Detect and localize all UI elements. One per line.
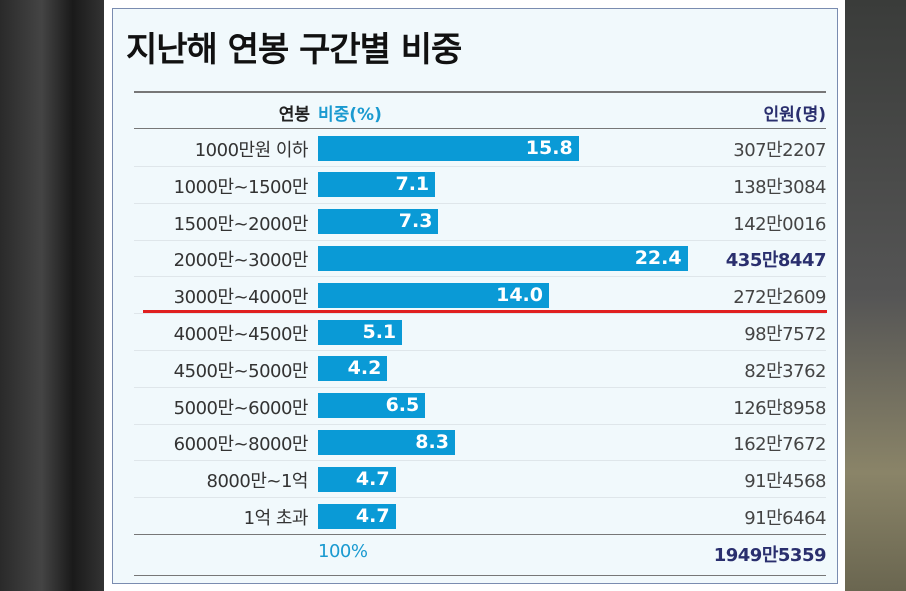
category-label: 2000만~3000만 bbox=[173, 250, 309, 272]
divider bbox=[134, 534, 826, 535]
bar-value-label: 22.4 bbox=[634, 246, 682, 269]
highlight-red-line bbox=[143, 310, 827, 313]
header-percent: 비중(%) bbox=[318, 105, 382, 125]
background-right bbox=[845, 0, 906, 591]
header-count: 인원(명) bbox=[763, 105, 826, 125]
count-label: 126만8958 bbox=[733, 397, 826, 419]
category-label: 1000만~1500만 bbox=[173, 176, 309, 198]
row-separator bbox=[134, 460, 826, 462]
category-label: 8000만~1억 bbox=[206, 471, 309, 493]
divider bbox=[134, 91, 826, 93]
category-label: 1500만~2000만 bbox=[173, 213, 309, 235]
bar: 8.3 bbox=[318, 429, 455, 455]
row-separator bbox=[134, 313, 826, 315]
row-separator bbox=[134, 423, 826, 425]
bar-value-label: 4.7 bbox=[355, 504, 390, 527]
bar-value-label: 4.7 bbox=[355, 467, 390, 490]
category-label: 1억 초과 bbox=[243, 508, 309, 529]
bar: 15.8 bbox=[318, 135, 579, 161]
background-left bbox=[0, 0, 104, 591]
category-label: 3000만~4000만 bbox=[173, 287, 309, 309]
category-label: 6000만~8000만 bbox=[173, 434, 309, 456]
bar: 4.7 bbox=[318, 503, 396, 529]
divider bbox=[134, 128, 826, 129]
bar-value-label: 7.1 bbox=[395, 173, 430, 196]
count-label: 98만7572 bbox=[744, 324, 826, 345]
category-label: 5000만~6000만 bbox=[173, 397, 309, 419]
bar: 4.2 bbox=[318, 356, 388, 382]
row-separator bbox=[134, 497, 826, 499]
bar: 4.7 bbox=[318, 466, 396, 492]
bar-value-label: 5.1 bbox=[362, 320, 397, 343]
count-label: 272만2609 bbox=[733, 287, 826, 309]
count-label: 91만4568 bbox=[744, 471, 826, 493]
bar: 7.1 bbox=[318, 172, 436, 198]
row-separator bbox=[134, 239, 826, 241]
category-label: 4500만~5000만 bbox=[173, 360, 309, 382]
row-separator bbox=[134, 166, 826, 167]
count-label: 91만6464 bbox=[744, 508, 826, 529]
bar-value-label: 8.3 bbox=[415, 430, 449, 453]
count-label: 162만7672 bbox=[733, 434, 826, 456]
bar: 6.5 bbox=[318, 393, 426, 419]
bar: 7.3 bbox=[318, 209, 439, 235]
bar: 14.0 bbox=[318, 282, 549, 308]
count-label: 435만8447 bbox=[725, 250, 827, 272]
chart-title: 지난해 연봉 구간별 비중 bbox=[126, 30, 462, 70]
bar: 22.4 bbox=[318, 245, 688, 271]
row-separator bbox=[134, 202, 826, 204]
count-label: 138만3084 bbox=[733, 176, 826, 198]
category-label: 1000만원 이하 bbox=[194, 140, 309, 161]
bar-value-label: 14.0 bbox=[496, 283, 543, 306]
bar-value-label: 15.8 bbox=[525, 136, 573, 159]
bar: 5.1 bbox=[318, 319, 403, 345]
bar-value-label: 6.5 bbox=[385, 394, 420, 417]
row-separator bbox=[134, 386, 826, 388]
count-label: 142만0016 bbox=[733, 213, 826, 235]
count-label: 82만3762 bbox=[744, 360, 826, 382]
row-separator bbox=[134, 350, 826, 351]
divider bbox=[134, 575, 826, 576]
bar-value-label: 4.2 bbox=[347, 357, 382, 380]
bar-value-label: 7.3 bbox=[398, 210, 433, 233]
row-separator bbox=[134, 276, 826, 278]
header-salary: 연봉 bbox=[278, 105, 310, 125]
count-label: 307만2207 bbox=[733, 140, 826, 161]
total-percent: 100% bbox=[318, 541, 368, 562]
total-count: 1949만5359 bbox=[713, 545, 827, 566]
category-label: 4000만~4500만 bbox=[173, 324, 309, 345]
